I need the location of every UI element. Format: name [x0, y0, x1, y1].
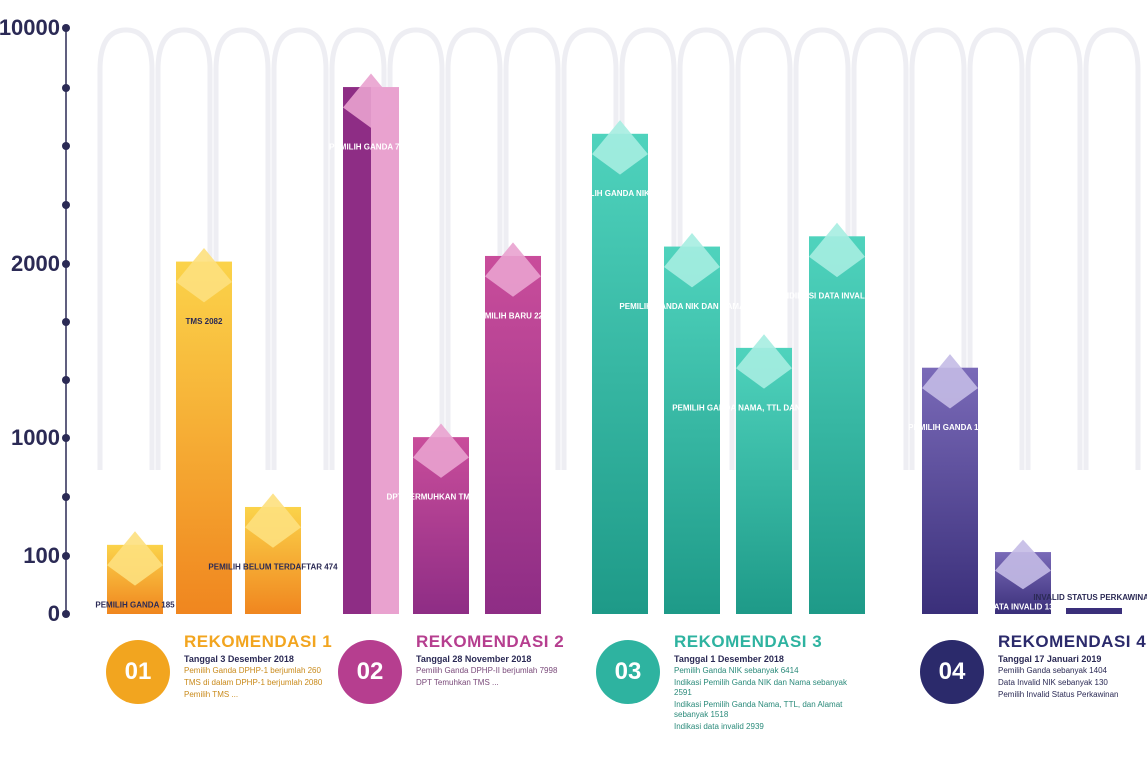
group-note: Pemilih TMS ...	[184, 690, 239, 699]
bar-label: PEMILIH GANDA NIK DAN NAMA 2591	[619, 302, 765, 311]
y-tick-dot	[62, 434, 70, 442]
background-guide	[909, 27, 967, 470]
bar-label: PEMILIH BELUM TERDAFTAR 474	[208, 562, 338, 571]
bar-cap	[664, 232, 720, 288]
y-axis-dot	[62, 84, 70, 92]
bar-label: INDIKASI DATA INVALID 2939	[781, 292, 893, 301]
group-note: Indikasi data invalid 2939	[674, 722, 764, 731]
bar	[1066, 608, 1122, 614]
y-axis-dot	[62, 376, 70, 384]
group-date-1: Tanggal 3 Desember 2018	[184, 654, 294, 664]
y-tick-label: 100	[23, 543, 60, 568]
group-badge-1: 01	[106, 640, 170, 704]
background-guide	[1025, 27, 1083, 470]
background-guide	[619, 27, 677, 470]
background-guide	[329, 27, 387, 470]
bar-label: PEMILIH GANDA 185	[95, 600, 175, 609]
y-axis-dot	[62, 493, 70, 501]
y-axis-dot	[62, 201, 70, 209]
background-guide	[735, 27, 793, 470]
group-note: Indikasi Pemilih Ganda NIK dan Nama seba…	[674, 678, 847, 697]
bar-label: PEMILIH GANDA NIK 6414	[570, 189, 670, 198]
group-note: Pemilih Ganda sebanyak 1404	[998, 666, 1107, 675]
group-badge-3: 03	[596, 640, 660, 704]
background-guide	[851, 27, 909, 470]
background-guide	[155, 27, 213, 470]
group-date-3: Tanggal 1 Desember 2018	[674, 654, 784, 664]
bar-cap	[107, 531, 163, 586]
y-tick-label: 0	[48, 601, 60, 626]
group-date-4: Tanggal 17 Januari 2019	[998, 654, 1102, 664]
bar-cap	[809, 222, 865, 278]
bar-label: INVALID STATUS PERKAWINAN	[1033, 593, 1147, 602]
bar-label: PEMILIH GANDA 7998	[329, 142, 413, 151]
group-badge-4: 04	[920, 640, 984, 704]
y-tick-dot	[62, 552, 70, 560]
bar-label: PEMILIH BARU 2273	[474, 311, 552, 320]
background-guide	[387, 27, 445, 470]
bar-cap	[343, 73, 399, 128]
background-guide	[561, 27, 619, 470]
group-badge-2: 02	[338, 640, 402, 704]
bar-cap	[176, 247, 232, 303]
background-guide	[967, 27, 1025, 470]
background-guide	[445, 27, 503, 470]
bar	[809, 236, 865, 614]
y-tick-label: 1000	[11, 425, 60, 450]
group-note: Pemilih Invalid Status Perkawinan	[998, 690, 1119, 699]
bar	[485, 255, 541, 614]
y-axis-dot	[62, 142, 70, 150]
bar	[176, 261, 232, 614]
y-tick-label: 2000	[11, 251, 60, 276]
background-guide	[97, 27, 155, 470]
bar-label: PEMILIH GANDA 1404	[908, 423, 992, 432]
group-title-2: REKOMENDASI 2	[416, 632, 565, 651]
bar-cap	[995, 539, 1051, 590]
group-title-4: REKOMENDASI 4	[998, 632, 1147, 651]
background-guide	[213, 27, 271, 470]
y-tick-label: 10000	[0, 15, 60, 40]
group-note: DPT Temuhkan TMS ...	[416, 678, 499, 687]
background-guide	[793, 27, 851, 470]
bar-cap	[736, 334, 792, 389]
group-date-2: Tanggal 28 November 2018	[416, 654, 532, 664]
bar-segment	[371, 87, 399, 614]
background-guide	[1083, 27, 1141, 470]
background-guide	[271, 27, 329, 470]
background-guides	[97, 27, 1141, 470]
bar	[922, 367, 978, 614]
group-note: Pemilih Ganda NIK sebanyak 6414	[674, 666, 799, 675]
background-guide	[503, 27, 561, 470]
bar	[664, 246, 720, 615]
bar-cap	[592, 120, 648, 175]
y-tick-dot	[62, 610, 70, 618]
bar-label: DPT TERMUHKAN TMS 1005	[387, 493, 496, 502]
group-note: Pemilih Ganda DPHP-1 berjumlah 260	[184, 666, 321, 675]
group-title-3: REKOMENDASI 3	[674, 632, 823, 651]
bar	[736, 347, 792, 614]
bars: PEMILIH GANDA 185 TMS 2082 PEMILIH BELUM T…	[95, 73, 1147, 615]
background-guide	[677, 27, 735, 470]
bar	[592, 133, 648, 615]
group-title-1: REKOMENDASI 1	[184, 632, 333, 651]
y-tick-dot	[62, 260, 70, 268]
group-note: Data Invalid NIK sebanyak 130	[998, 678, 1108, 687]
y-tick-dot	[62, 24, 70, 32]
group-note: Indikasi Pemilih Ganda Nama, TTL, dan Al…	[674, 700, 843, 719]
bar	[343, 87, 371, 614]
bar-label: PEMILIH GANDA NAMA, TTL DAN ALAMAT 1518	[672, 403, 856, 412]
bar-cap	[413, 423, 469, 478]
bar-cap	[485, 242, 541, 297]
bar-cap	[245, 493, 301, 548]
group-note: TMS di dalam DPHP-1 berjumlah 2080	[184, 678, 323, 687]
group-note: Pemilih Ganda DPHP-II berjumlah 7998	[416, 666, 558, 675]
bar-label: TMS 2082	[186, 317, 223, 326]
y-axis-dot	[62, 318, 70, 326]
bar-label: DATA INVALID 130	[988, 603, 1058, 612]
bar-cap	[922, 354, 978, 409]
